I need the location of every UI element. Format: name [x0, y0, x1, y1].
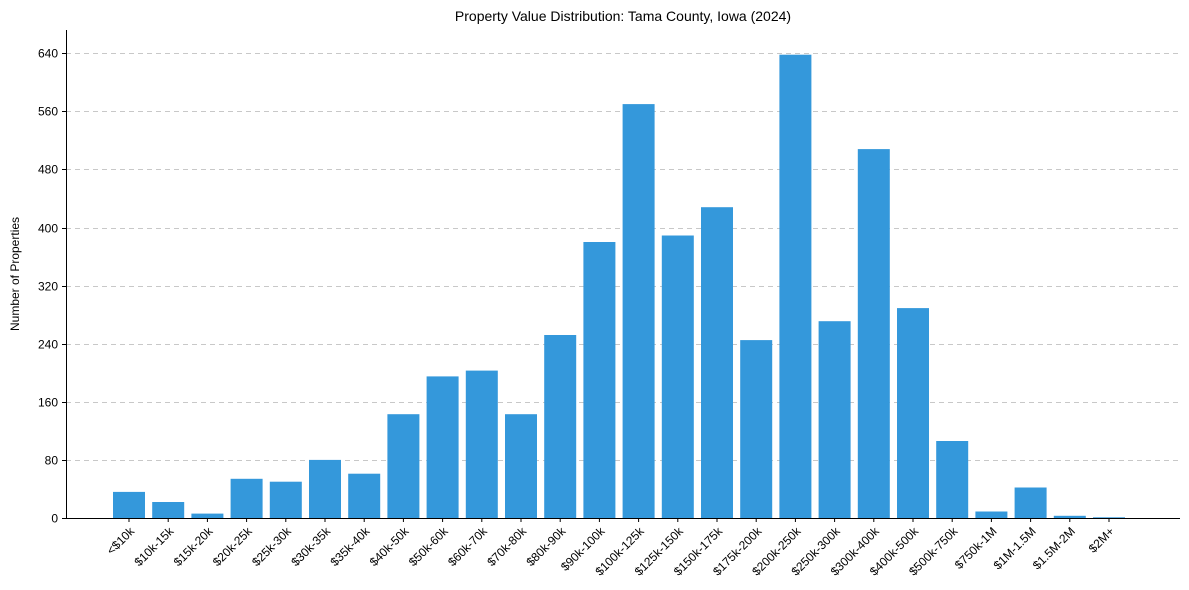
bar [387, 414, 420, 518]
bar [1053, 515, 1086, 518]
bar [583, 242, 616, 518]
x-tick-label: $70k-80k [484, 524, 530, 570]
bar [740, 340, 773, 518]
y-tick-label: 160 [38, 396, 58, 410]
bar [622, 104, 655, 518]
bar [857, 149, 890, 518]
y-axis-label: Number of Properties [8, 217, 22, 331]
x-tick-layer: <$10k$10k-15k$15k-20k$20k-25k$25k-30k$30… [104, 518, 1117, 578]
bar [897, 308, 929, 518]
bar [465, 370, 498, 518]
x-tick-label: <$10k [104, 524, 138, 558]
x-tick-label: $10k-15k [132, 524, 178, 570]
y-tick-label: 560 [38, 105, 58, 119]
bar [191, 513, 224, 518]
bar [1093, 517, 1125, 518]
bar [426, 376, 459, 518]
bar [818, 321, 851, 518]
bar [309, 459, 341, 518]
x-tick-label: $35k-40k [328, 524, 374, 570]
bar [975, 511, 1008, 518]
y-tick-label: 320 [38, 280, 58, 294]
axis-layer [66, 30, 1180, 519]
bar [1014, 487, 1047, 518]
bar [936, 441, 969, 518]
x-tick-label: $15k-20k [171, 524, 217, 570]
bar [544, 335, 577, 518]
bar [230, 478, 263, 518]
y-tick-label: 640 [38, 47, 58, 61]
x-tick-label: $1.5M-2M [1030, 524, 1078, 572]
bar [661, 235, 694, 518]
x-tick-label: $60k-70k [445, 524, 491, 570]
x-tick-label: $2M+ [1086, 524, 1117, 555]
y-tick-label: 400 [38, 222, 58, 236]
bar [269, 481, 302, 518]
chart-title: Property Value Distribution: Tama County… [455, 8, 791, 24]
bar [701, 207, 733, 518]
bar [779, 54, 812, 518]
x-tick-label: $50k-60k [406, 524, 452, 570]
grid-layer [66, 53, 1180, 461]
y-tick-label: 240 [38, 338, 58, 352]
bar [348, 473, 381, 518]
bar [113, 491, 145, 518]
y-tick-label: 0 [51, 512, 58, 526]
x-tick-label: $25k-30k [249, 524, 295, 570]
y-tick-layer: 0 80 160 240 320 400 480 560 640 [38, 47, 66, 526]
bar [152, 502, 185, 518]
x-tick-label: $30k-35k [288, 524, 334, 570]
x-tick-label: $20k-25k [210, 524, 256, 570]
x-tick-label: $40k-50k [367, 524, 413, 570]
bar-layer [113, 54, 1125, 518]
y-tick-label: 480 [38, 163, 58, 177]
bar [505, 414, 537, 518]
y-tick-label: 80 [45, 454, 59, 468]
